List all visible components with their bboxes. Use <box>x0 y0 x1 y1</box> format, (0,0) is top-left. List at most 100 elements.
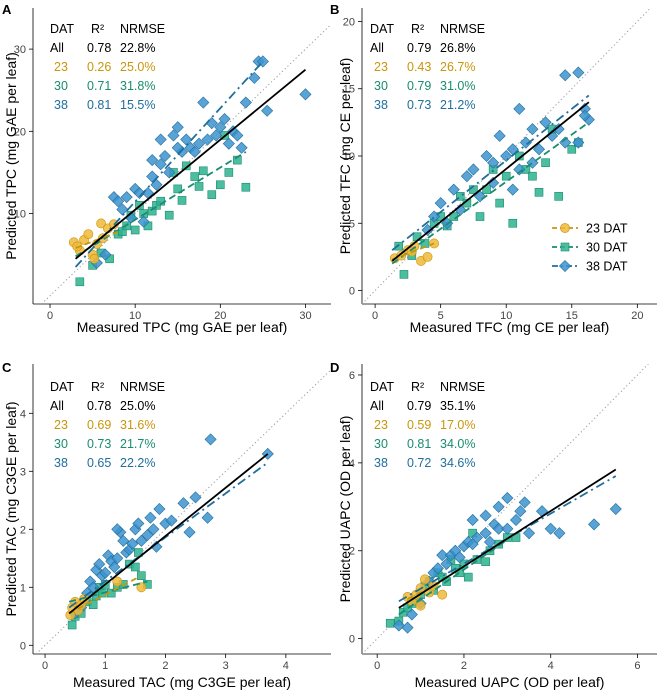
x-tick-label: 0 <box>47 310 53 322</box>
stats-nrmse: 15.5% <box>120 98 155 112</box>
data-point <box>495 198 504 208</box>
x-tick-label: 0 <box>42 660 48 672</box>
x-tick-label: 1 <box>102 660 108 672</box>
data-point <box>437 589 448 600</box>
data-point <box>534 188 544 197</box>
stats-nrmse: 31.6% <box>120 418 155 432</box>
y-axis-title: Predicted TPC (mg GAE per leaf) <box>3 52 19 259</box>
data-point <box>190 172 200 181</box>
data-point <box>513 163 526 176</box>
stats-r2: 0.79 <box>407 41 431 55</box>
data-point <box>541 158 550 168</box>
data-point <box>536 505 549 518</box>
y-tick-label: 2 <box>349 546 355 558</box>
y-tick-label: 6 <box>349 370 355 382</box>
data-point <box>500 149 513 163</box>
x-tick-label: 10 <box>500 310 512 322</box>
data-point <box>99 248 112 261</box>
data-point <box>222 137 235 150</box>
y-tick-label: 20 <box>343 16 355 28</box>
stats-header-cell: R² <box>91 22 104 36</box>
stats-table: DAT R² NRMSE All 0.79 35.1% 23 0.59 17.0% 30 0.81 3… <box>370 380 485 470</box>
panel-label-c: C <box>2 360 12 375</box>
y-tick-label: 0 <box>20 640 26 652</box>
data-point <box>405 608 418 621</box>
fit-line-d30 <box>68 580 148 603</box>
data-point <box>588 518 601 531</box>
y-tick-label: 4 <box>349 458 355 470</box>
stats-r2: 0.43 <box>407 60 431 74</box>
y-tick-label: 0 <box>349 634 355 646</box>
data-point <box>144 511 157 524</box>
stats-r2: 0.73 <box>87 437 111 451</box>
panel-d: D 0 2 4 6 0 2 4 6 Measured UAPC (OD per leaf) Pred… <box>330 360 657 690</box>
data-point <box>421 223 434 237</box>
y-tick-label: 20 <box>14 126 26 138</box>
panel-label-a: A <box>2 2 12 17</box>
data-point <box>88 600 98 610</box>
data-point <box>137 215 150 228</box>
legend-marker <box>560 223 570 233</box>
panel-a: A 0 10 20 30 10 20 30 Measured TPC (mg GAE per l… <box>2 2 331 335</box>
data-point <box>116 203 129 216</box>
x-axis-title: Measured TFC (mg CE per leaf) <box>410 319 610 335</box>
data-point <box>136 582 147 593</box>
fit-line-all <box>74 68 307 260</box>
stats-r2: 0.81 <box>87 98 111 112</box>
stats-dat: All <box>370 41 384 55</box>
data-point <box>463 572 473 582</box>
data-point <box>447 183 460 196</box>
x-tick-label: 30 <box>299 310 311 322</box>
data-point <box>130 225 140 235</box>
fit-line-d30 <box>391 121 590 265</box>
x-tick-label: 3 <box>223 660 229 672</box>
data-point <box>532 143 546 156</box>
data-point <box>239 96 252 109</box>
data-point <box>403 603 412 613</box>
y-axis-title: Predicted UAPC (OD per leaf) <box>337 416 353 603</box>
data-point <box>460 170 473 183</box>
stats-r2: 0.72 <box>407 456 431 470</box>
data-point <box>231 129 244 142</box>
data-point <box>126 537 139 550</box>
y-tick-label: 30 <box>14 44 26 56</box>
x-tick-label: 0 <box>372 310 378 322</box>
data-point <box>493 129 506 142</box>
data-point <box>487 156 500 169</box>
data-point <box>193 137 206 150</box>
data-point <box>111 552 124 565</box>
data-point <box>509 513 523 527</box>
y-tick-label: 0 <box>349 286 355 298</box>
data-point <box>204 433 217 446</box>
stats-header-cell: DAT <box>50 22 74 36</box>
data-point <box>483 535 497 548</box>
data-point <box>453 551 466 564</box>
stats-r2: 0.69 <box>87 418 111 432</box>
data-point <box>528 171 537 181</box>
data-point <box>470 531 483 544</box>
data-point <box>567 144 577 154</box>
data-point <box>194 182 204 191</box>
data-point <box>99 566 112 579</box>
data-point <box>201 133 214 146</box>
x-tick-label: 6 <box>634 660 640 672</box>
stats-header-cell: DAT <box>50 380 74 394</box>
data-point <box>467 163 480 176</box>
data-point <box>137 571 146 581</box>
data-point <box>154 158 167 171</box>
fit-line-all <box>68 453 269 615</box>
series-38-dat <box>392 491 622 634</box>
x-axis-title: Measured UAPC (OD per leaf) <box>415 674 605 690</box>
data-point <box>197 96 210 109</box>
stats-r2: 0.79 <box>407 79 431 93</box>
data-point <box>501 491 514 505</box>
stats-dat: All <box>50 399 64 413</box>
data-point <box>93 558 106 571</box>
data-point <box>181 161 191 171</box>
stats-nrmse: 31.8% <box>120 79 155 93</box>
stats-nrmse: 21.2% <box>440 98 475 112</box>
y-tick-label: 3 <box>20 466 26 478</box>
data-point <box>183 526 196 539</box>
